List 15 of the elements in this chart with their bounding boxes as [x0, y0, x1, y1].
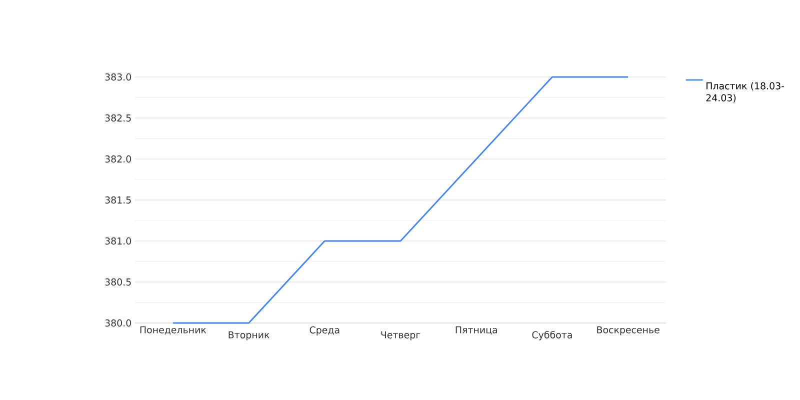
x-tick-label: Пятница: [456, 326, 497, 335]
y-tick-label: 380.0: [105, 319, 132, 327]
x-tick-label: Четверг: [381, 331, 420, 340]
x-tick-label: Суббота: [532, 330, 572, 340]
x-tick-label: Вторник: [228, 331, 270, 340]
text: Пластик (18.03-24.03): [706, 82, 784, 103]
y-tick-label: 380.5: [105, 278, 131, 286]
y-tick-label: 383.0: [105, 73, 132, 81]
x-tick-label: Среда: [310, 326, 340, 336]
x-tick-label: Понедельник: [140, 326, 206, 335]
x-tick-label: Воскресенье: [597, 326, 660, 336]
y-tick-label: 382.0: [105, 155, 132, 163]
y-tick-label: 381.5: [105, 196, 131, 204]
y-tick-label: 382.5: [105, 114, 131, 122]
y-tick-label: 381.0: [105, 237, 132, 245]
